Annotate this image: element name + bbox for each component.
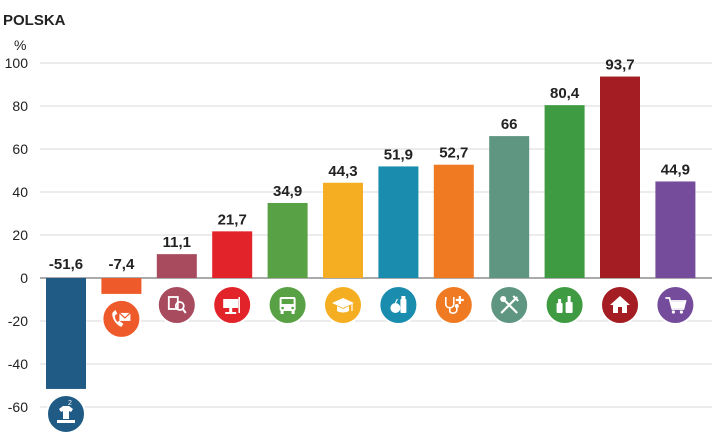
- bar: [655, 181, 696, 278]
- bar: [323, 182, 363, 278]
- y-tick-label: 60: [12, 141, 28, 157]
- bar: [433, 164, 474, 278]
- shopping-cart-icon-glyph: [665, 297, 687, 314]
- data-label: -7,4: [108, 256, 135, 273]
- food-icon-glyph: [390, 296, 407, 313]
- housing-icon-glyph: [610, 296, 630, 313]
- furnishings-icon: [212, 285, 253, 325]
- bar: [212, 231, 253, 278]
- bar: [46, 278, 86, 389]
- bar: [156, 254, 197, 278]
- bar: [489, 136, 530, 278]
- bars: [46, 76, 696, 389]
- data-label: 51,9: [384, 146, 413, 163]
- bar: [101, 278, 142, 294]
- data-label: 52,7: [439, 145, 468, 162]
- health-icon: [433, 285, 474, 325]
- education-cap-icon: [323, 285, 363, 325]
- gridlines: [40, 62, 712, 408]
- y-tick-label: 20: [12, 227, 28, 243]
- bar: [267, 202, 308, 278]
- leisure-culture-icon: [156, 285, 197, 325]
- data-labels: -51,6 -7,4 11,1 21,7 34,9 44,3 51,9 52,7 66 80,4 9…: [49, 57, 690, 273]
- leisure-culture-icon-glyph: [167, 296, 187, 314]
- clothing-shoes-icon: 2: [46, 393, 86, 434]
- y-tick-label: 80: [12, 98, 28, 114]
- furnishings-icon-glyph: [223, 297, 240, 314]
- icon-circle: [544, 285, 585, 325]
- data-label: 80,4: [550, 85, 580, 102]
- y-tick-label: -40: [8, 356, 28, 372]
- y-tick-label: 40: [12, 184, 28, 200]
- data-label: -51,6: [49, 256, 83, 273]
- svg-text:2: 2: [68, 400, 72, 407]
- data-label: 34,9: [273, 183, 302, 200]
- food-icon: [378, 285, 419, 325]
- y-tick-label: 100: [5, 55, 29, 71]
- alcohol-icon-glyph: [556, 296, 573, 313]
- data-label: 93,7: [605, 57, 634, 74]
- transport-bus-icon-glyph: [279, 297, 296, 314]
- data-label: 44,9: [661, 161, 690, 178]
- phone-mail-icon-glyph: [112, 309, 131, 327]
- data-label: 21,7: [218, 211, 247, 228]
- y-axis-ticks: 100 80 60 40 20 0 -20 -40 -60: [5, 55, 29, 415]
- bar: [378, 166, 419, 278]
- data-label: 66: [501, 116, 518, 133]
- chart-title: POLSKA: [3, 12, 66, 29]
- housing-icon: [600, 285, 640, 325]
- bar: [544, 105, 585, 278]
- phone-mail-icon: [101, 298, 142, 339]
- y-tick-label: -60: [8, 399, 28, 415]
- restaurant-icon-glyph: [500, 295, 519, 314]
- data-label: 44,3: [328, 163, 357, 180]
- y-tick-label: 0: [20, 270, 28, 286]
- education-cap-icon-glyph: [332, 298, 354, 313]
- alcohol-icon: [544, 285, 585, 325]
- restaurant-icon: [489, 285, 530, 325]
- bar: [600, 76, 640, 278]
- category-icons: 2: [46, 285, 696, 434]
- y-tick-label: -20: [8, 313, 28, 329]
- transport-bus-icon: [267, 285, 308, 325]
- data-label: 11,1: [163, 234, 191, 251]
- clothing-shoes-icon-glyph: 2: [57, 400, 75, 423]
- icon-circle: [156, 285, 197, 325]
- y-axis-unit: %: [14, 37, 26, 53]
- health-icon-glyph: [444, 296, 464, 314]
- shopping-cart-icon: [655, 285, 696, 325]
